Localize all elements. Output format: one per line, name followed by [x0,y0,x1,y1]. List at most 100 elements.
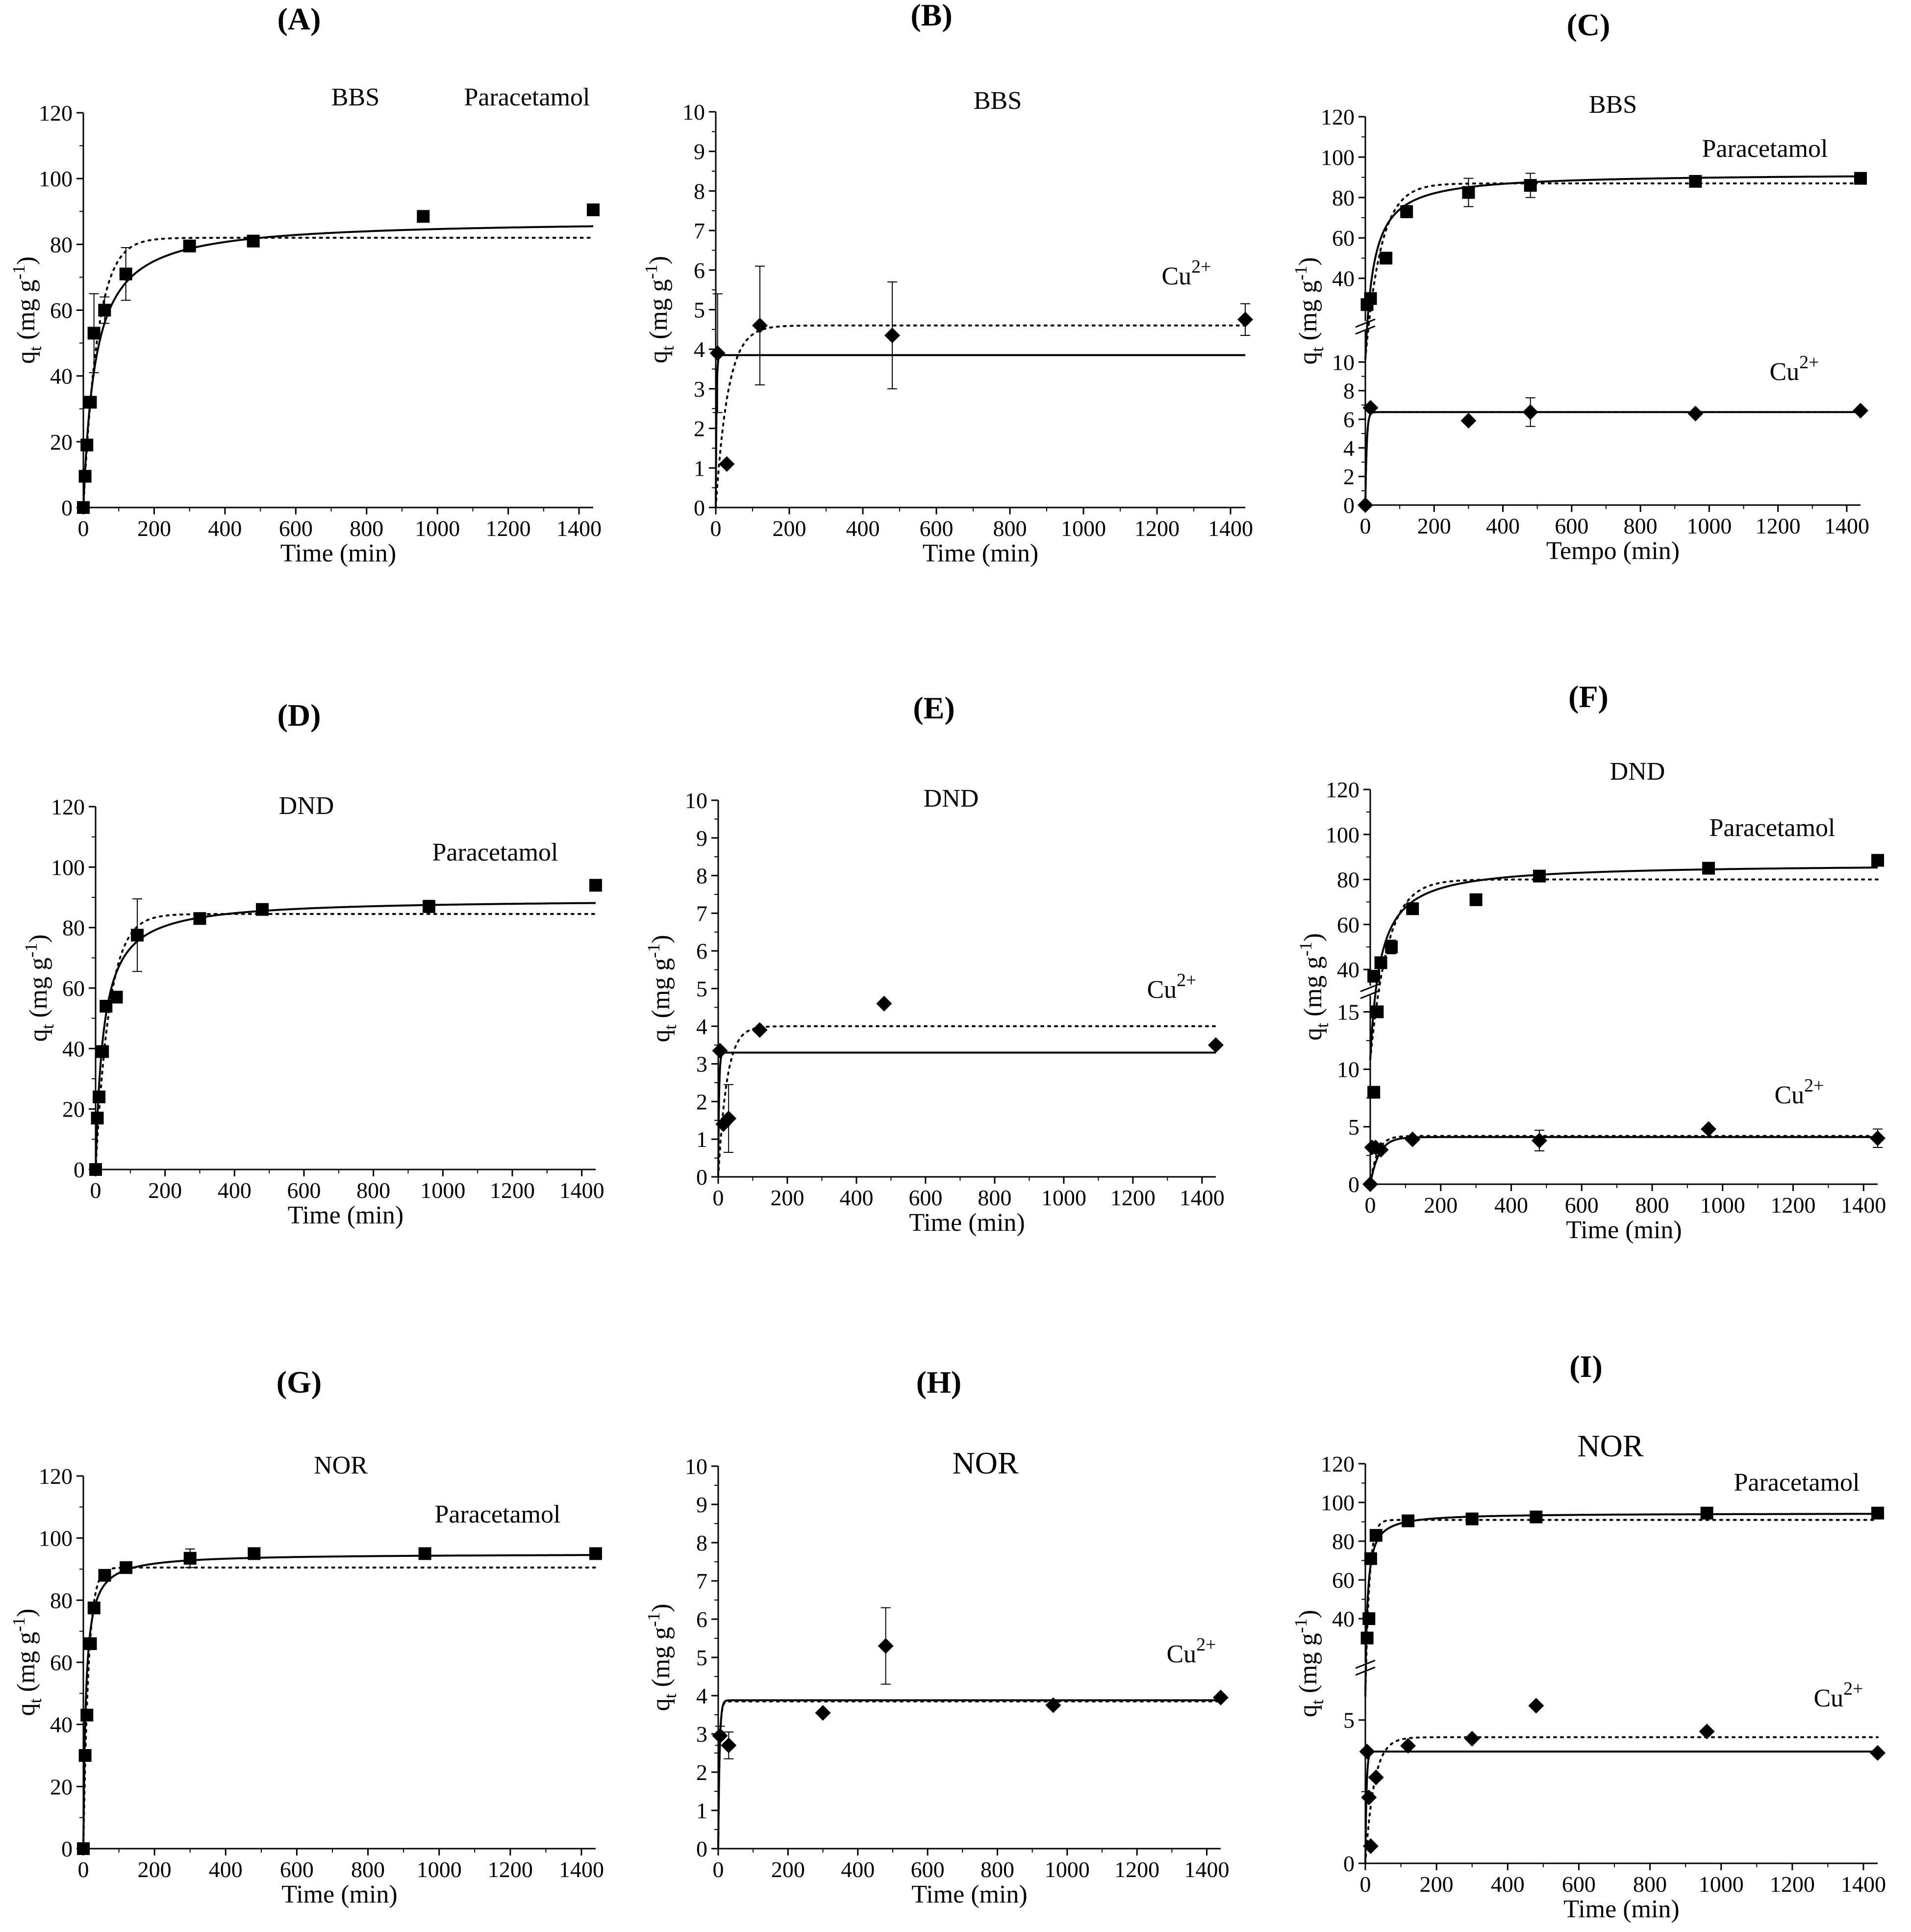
y-axis-title-q: q [1299,1028,1327,1041]
y-tick-label-main-2: 40 [62,1036,85,1061]
x-tick-label-1: 200 [148,1178,182,1203]
x-tick-label-4: 800 [356,1178,390,1203]
y-tick-label-main-4: 80 [50,232,73,257]
y-tick-label-main-3: 60 [50,298,73,323]
x-axis-title: Time (min) [923,539,1038,567]
data-point [884,327,900,343]
data-point [1405,1131,1421,1147]
y-tick-label-main-10: 10 [685,1454,707,1479]
annotation-text: BBS [1589,91,1637,119]
fit-line-dotted [1364,182,1861,360]
y-tick-label-lower-2: 4 [1343,435,1355,460]
x-tick-label-3: 600 [908,1185,942,1210]
data-point [1380,252,1393,265]
x-tick-label-7: 1400 [559,1857,604,1882]
x-tick-label-5: 1000 [1699,1872,1744,1897]
x-tick-label-7: 1400 [1841,1193,1886,1218]
y-tick-label-main-9: 9 [694,139,705,164]
y-axis-title-sub: t [1308,1700,1327,1704]
y-tick-label-main-6: 120 [39,101,73,126]
x-tick-label-0: 0 [1365,1193,1376,1218]
y-axis-title-q: q [12,351,40,364]
data-point [1465,1512,1479,1525]
data-point [77,1842,90,1855]
y-axis-title-unit: (mg g [645,279,673,346]
x-tick-label-6: 1200 [1771,1193,1816,1218]
y-tick-label-main-4: 80 [50,1588,73,1613]
y-tick-label-upper-2: 80 [1337,867,1359,892]
data-point [84,1637,97,1650]
y-axis-title-sub: t [660,1025,680,1030]
data-point [110,991,123,1004]
data-point [120,1561,133,1574]
y-axis-title-end: ) [645,256,673,264]
data-point [1361,1789,1377,1805]
y-axis-title-unit: (mg g [647,1627,675,1694]
y-axis-title: qt (mg g-1) [641,256,678,363]
y-tick-label-main-6: 6 [696,1607,707,1632]
y-tick-label-main-10: 10 [685,788,707,813]
x-axis-title: Time (min) [1566,1216,1682,1244]
chart-panel-4: (E) 0 200 400 600 800 1000 1200 1400 Time (min) qt… [644,690,1225,1237]
data-point [96,1045,109,1058]
data-point [878,1638,894,1654]
data-point [1469,893,1483,906]
y-tick-label-upper-4: 120 [1321,104,1355,129]
x-axis-title: Time (min) [909,1209,1025,1237]
x-tick-label-6: 1200 [486,516,531,541]
data-point [84,396,97,409]
data-point [1362,1612,1376,1625]
y-axis-title: qt (mg g-1) [1291,257,1327,364]
x-tick-label-4: 800 [1635,1193,1669,1218]
data-point [247,234,260,248]
x-tick-label-6: 1200 [1114,1857,1159,1882]
data-point [815,1705,831,1721]
x-tick-label-2: 400 [208,516,242,541]
annotation-text: NOR [1577,1428,1643,1463]
annotation-text: DND [1610,758,1665,786]
x-tick-label-7: 1400 [559,1178,604,1203]
annotation-0: DND [924,785,979,813]
y-tick-label-main-0: 0 [61,1836,73,1861]
y-tick-label-main-5: 100 [51,855,85,880]
data-point [1699,1724,1715,1740]
y-tick-label-main-0: 0 [74,1157,85,1182]
fit-line-solid [1369,866,1878,1060]
data-point [1870,1745,1886,1761]
x-tick-label-0: 0 [713,1185,724,1210]
annotation-text: Paracetamol [1710,814,1836,842]
annotation-text: Paracetamol [1734,1469,1860,1497]
x-tick-label-1: 200 [1420,1872,1454,1897]
y-axis-title-end: ) [1294,1610,1322,1618]
y-tick-label-main-1: 1 [696,1798,707,1823]
data-point [1689,175,1702,188]
y-tick-label-main-5: 100 [39,166,73,191]
x-tick-label-5: 1000 [1045,1857,1090,1882]
data-point [709,345,726,361]
series-0 [77,1547,602,1855]
data-point [183,239,196,253]
annotation-2: Cu2+ [1769,352,1819,386]
y-tick-label-lower-4: 8 [1343,379,1355,404]
x-tick-label-5: 1000 [420,1178,465,1203]
annotation-0: BBS [974,87,1022,115]
data-point [1367,969,1381,983]
annotation-0: NOR [314,1451,368,1479]
annotation-sup: 2+ [1196,1634,1216,1655]
x-axis-title: Time (min) [288,1201,403,1229]
data-point [119,267,132,280]
y-tick-label-lower-0: 0 [1343,493,1355,518]
data-point [1400,205,1413,218]
fit-line-dotted [1369,1135,1879,1185]
y-axis-title-sub: t [25,1699,45,1703]
panel-label: (B) [910,0,952,32]
x-tick-label-1: 200 [770,1185,804,1210]
y-tick-label-lower-0: 0 [1348,1172,1359,1197]
y-tick-label-main-2: 2 [696,1760,707,1785]
data-point [1368,1769,1384,1785]
data-point [719,456,735,472]
data-point [1854,172,1867,185]
data-point [1373,1142,1389,1158]
